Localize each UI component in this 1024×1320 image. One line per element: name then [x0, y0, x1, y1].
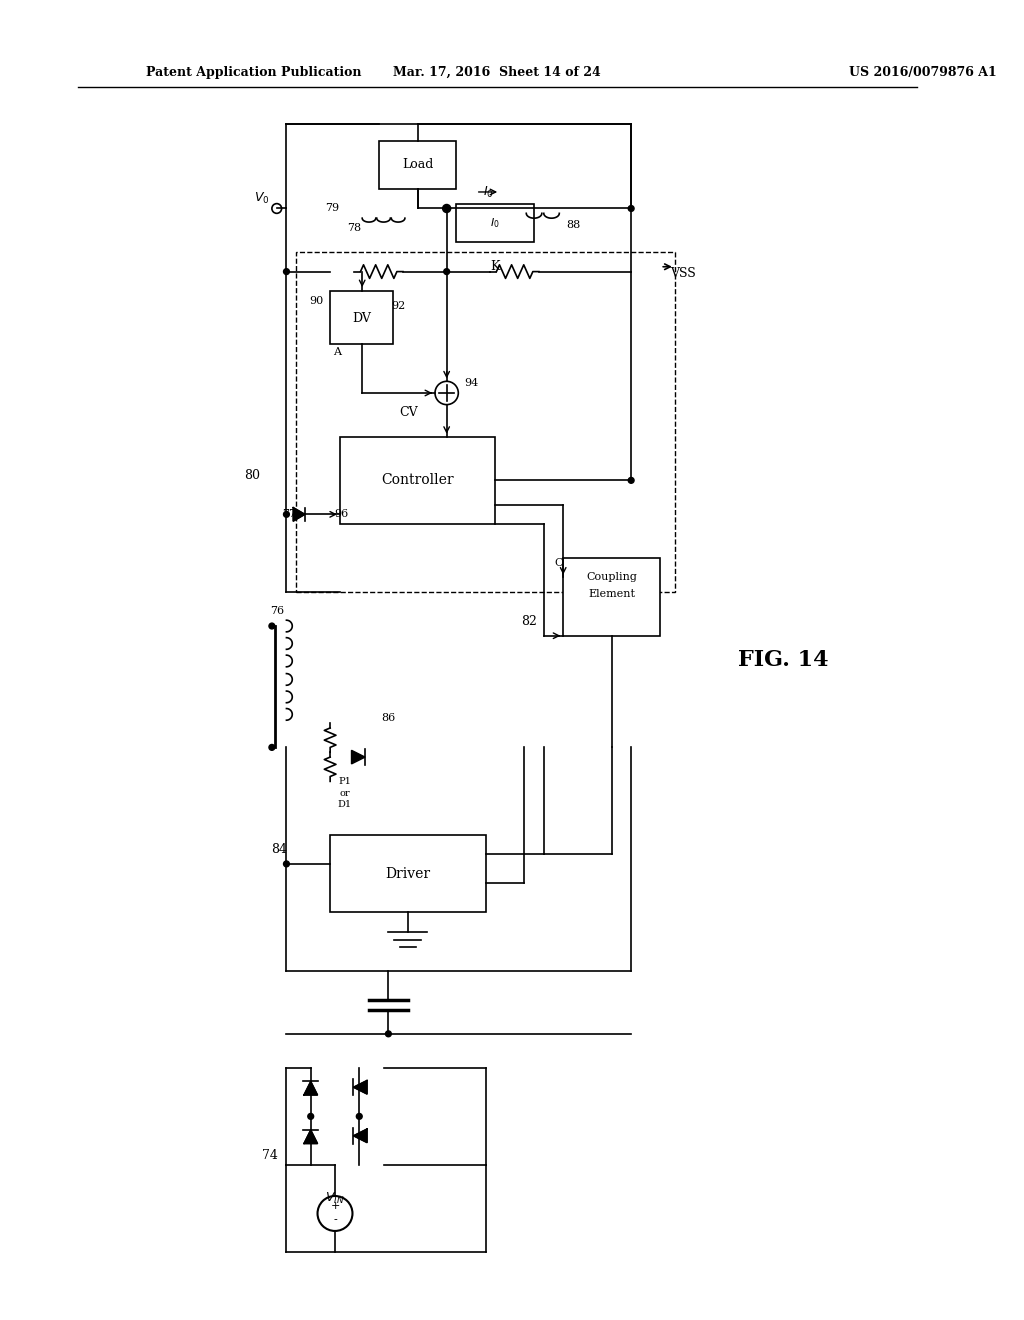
- Circle shape: [443, 206, 450, 211]
- Text: CV: CV: [399, 405, 418, 418]
- Circle shape: [629, 206, 634, 211]
- Polygon shape: [293, 508, 305, 521]
- Text: 88: 88: [566, 220, 580, 230]
- Bar: [379, 140, 457, 189]
- Circle shape: [284, 511, 290, 517]
- Bar: [563, 558, 660, 636]
- Text: K: K: [490, 260, 500, 273]
- Circle shape: [284, 861, 290, 867]
- Text: DV: DV: [352, 312, 372, 325]
- Polygon shape: [351, 750, 366, 764]
- Text: D1: D1: [338, 800, 352, 809]
- Bar: [330, 834, 485, 912]
- Text: 92: 92: [391, 301, 406, 310]
- Circle shape: [284, 269, 290, 275]
- Circle shape: [385, 1031, 391, 1036]
- Text: C: C: [555, 558, 563, 568]
- Text: 74: 74: [262, 1148, 278, 1162]
- Bar: [457, 203, 535, 243]
- Text: US 2016/0079876 A1: US 2016/0079876 A1: [849, 66, 996, 79]
- Circle shape: [269, 744, 274, 750]
- Polygon shape: [353, 1081, 367, 1094]
- Circle shape: [629, 478, 634, 483]
- Text: 84: 84: [270, 843, 287, 855]
- Text: 90: 90: [309, 296, 324, 306]
- Text: +: +: [331, 1201, 340, 1210]
- Text: Patent Application Publication: Patent Application Publication: [145, 66, 361, 79]
- Text: 76: 76: [269, 606, 284, 616]
- Text: Driver: Driver: [385, 867, 430, 880]
- Text: Mar. 17, 2016  Sheet 14 of 24: Mar. 17, 2016 Sheet 14 of 24: [393, 66, 601, 79]
- Bar: [296, 252, 675, 593]
- Circle shape: [308, 1114, 313, 1119]
- Text: 82: 82: [521, 615, 538, 627]
- Text: 77: 77: [283, 510, 296, 519]
- Text: $V_0$: $V_0$: [254, 191, 270, 206]
- Text: $V_{IN}$: $V_{IN}$: [326, 1192, 345, 1206]
- Text: Controller: Controller: [381, 474, 454, 487]
- Text: VSS: VSS: [670, 267, 695, 280]
- Circle shape: [269, 623, 274, 628]
- Text: Load: Load: [401, 158, 433, 172]
- Polygon shape: [304, 1081, 317, 1096]
- Text: Element: Element: [588, 589, 635, 599]
- Text: P1: P1: [338, 777, 351, 785]
- Text: 94: 94: [464, 379, 478, 388]
- Polygon shape: [304, 1130, 317, 1143]
- Text: -: -: [333, 1216, 337, 1225]
- Text: $I_0$: $I_0$: [490, 216, 500, 230]
- Bar: [330, 290, 393, 345]
- Text: A: A: [333, 347, 341, 358]
- Text: 78: 78: [347, 223, 361, 232]
- Polygon shape: [353, 1129, 367, 1143]
- Text: 80: 80: [245, 469, 260, 482]
- Text: $I_0$: $I_0$: [483, 185, 494, 199]
- Text: 79: 79: [325, 203, 339, 214]
- Text: 86: 86: [381, 713, 395, 723]
- Text: 96: 96: [335, 510, 349, 519]
- Text: or: or: [339, 788, 350, 797]
- Text: FIG. 14: FIG. 14: [738, 649, 828, 671]
- Bar: [340, 437, 496, 524]
- Circle shape: [356, 1114, 362, 1119]
- Text: Coupling: Coupling: [587, 573, 637, 582]
- Circle shape: [443, 269, 450, 275]
